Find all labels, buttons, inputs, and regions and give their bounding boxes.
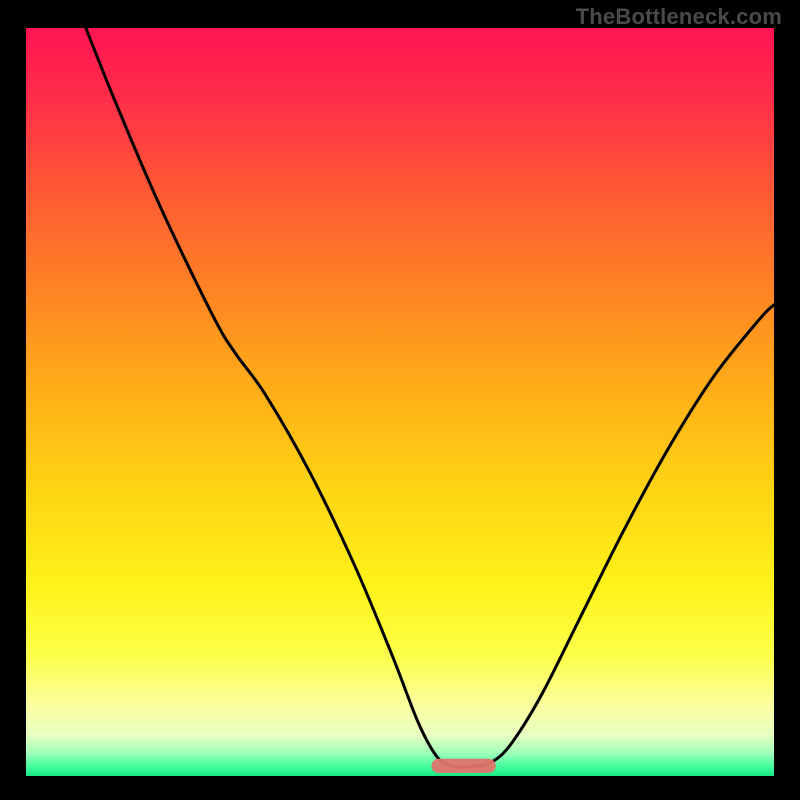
trough-marker xyxy=(431,759,495,773)
gradient-background xyxy=(26,28,774,776)
plot-area xyxy=(26,28,774,776)
chart-frame: TheBottleneck.com xyxy=(0,0,800,800)
chart-svg xyxy=(26,28,774,776)
watermark-text: TheBottleneck.com xyxy=(576,4,782,30)
